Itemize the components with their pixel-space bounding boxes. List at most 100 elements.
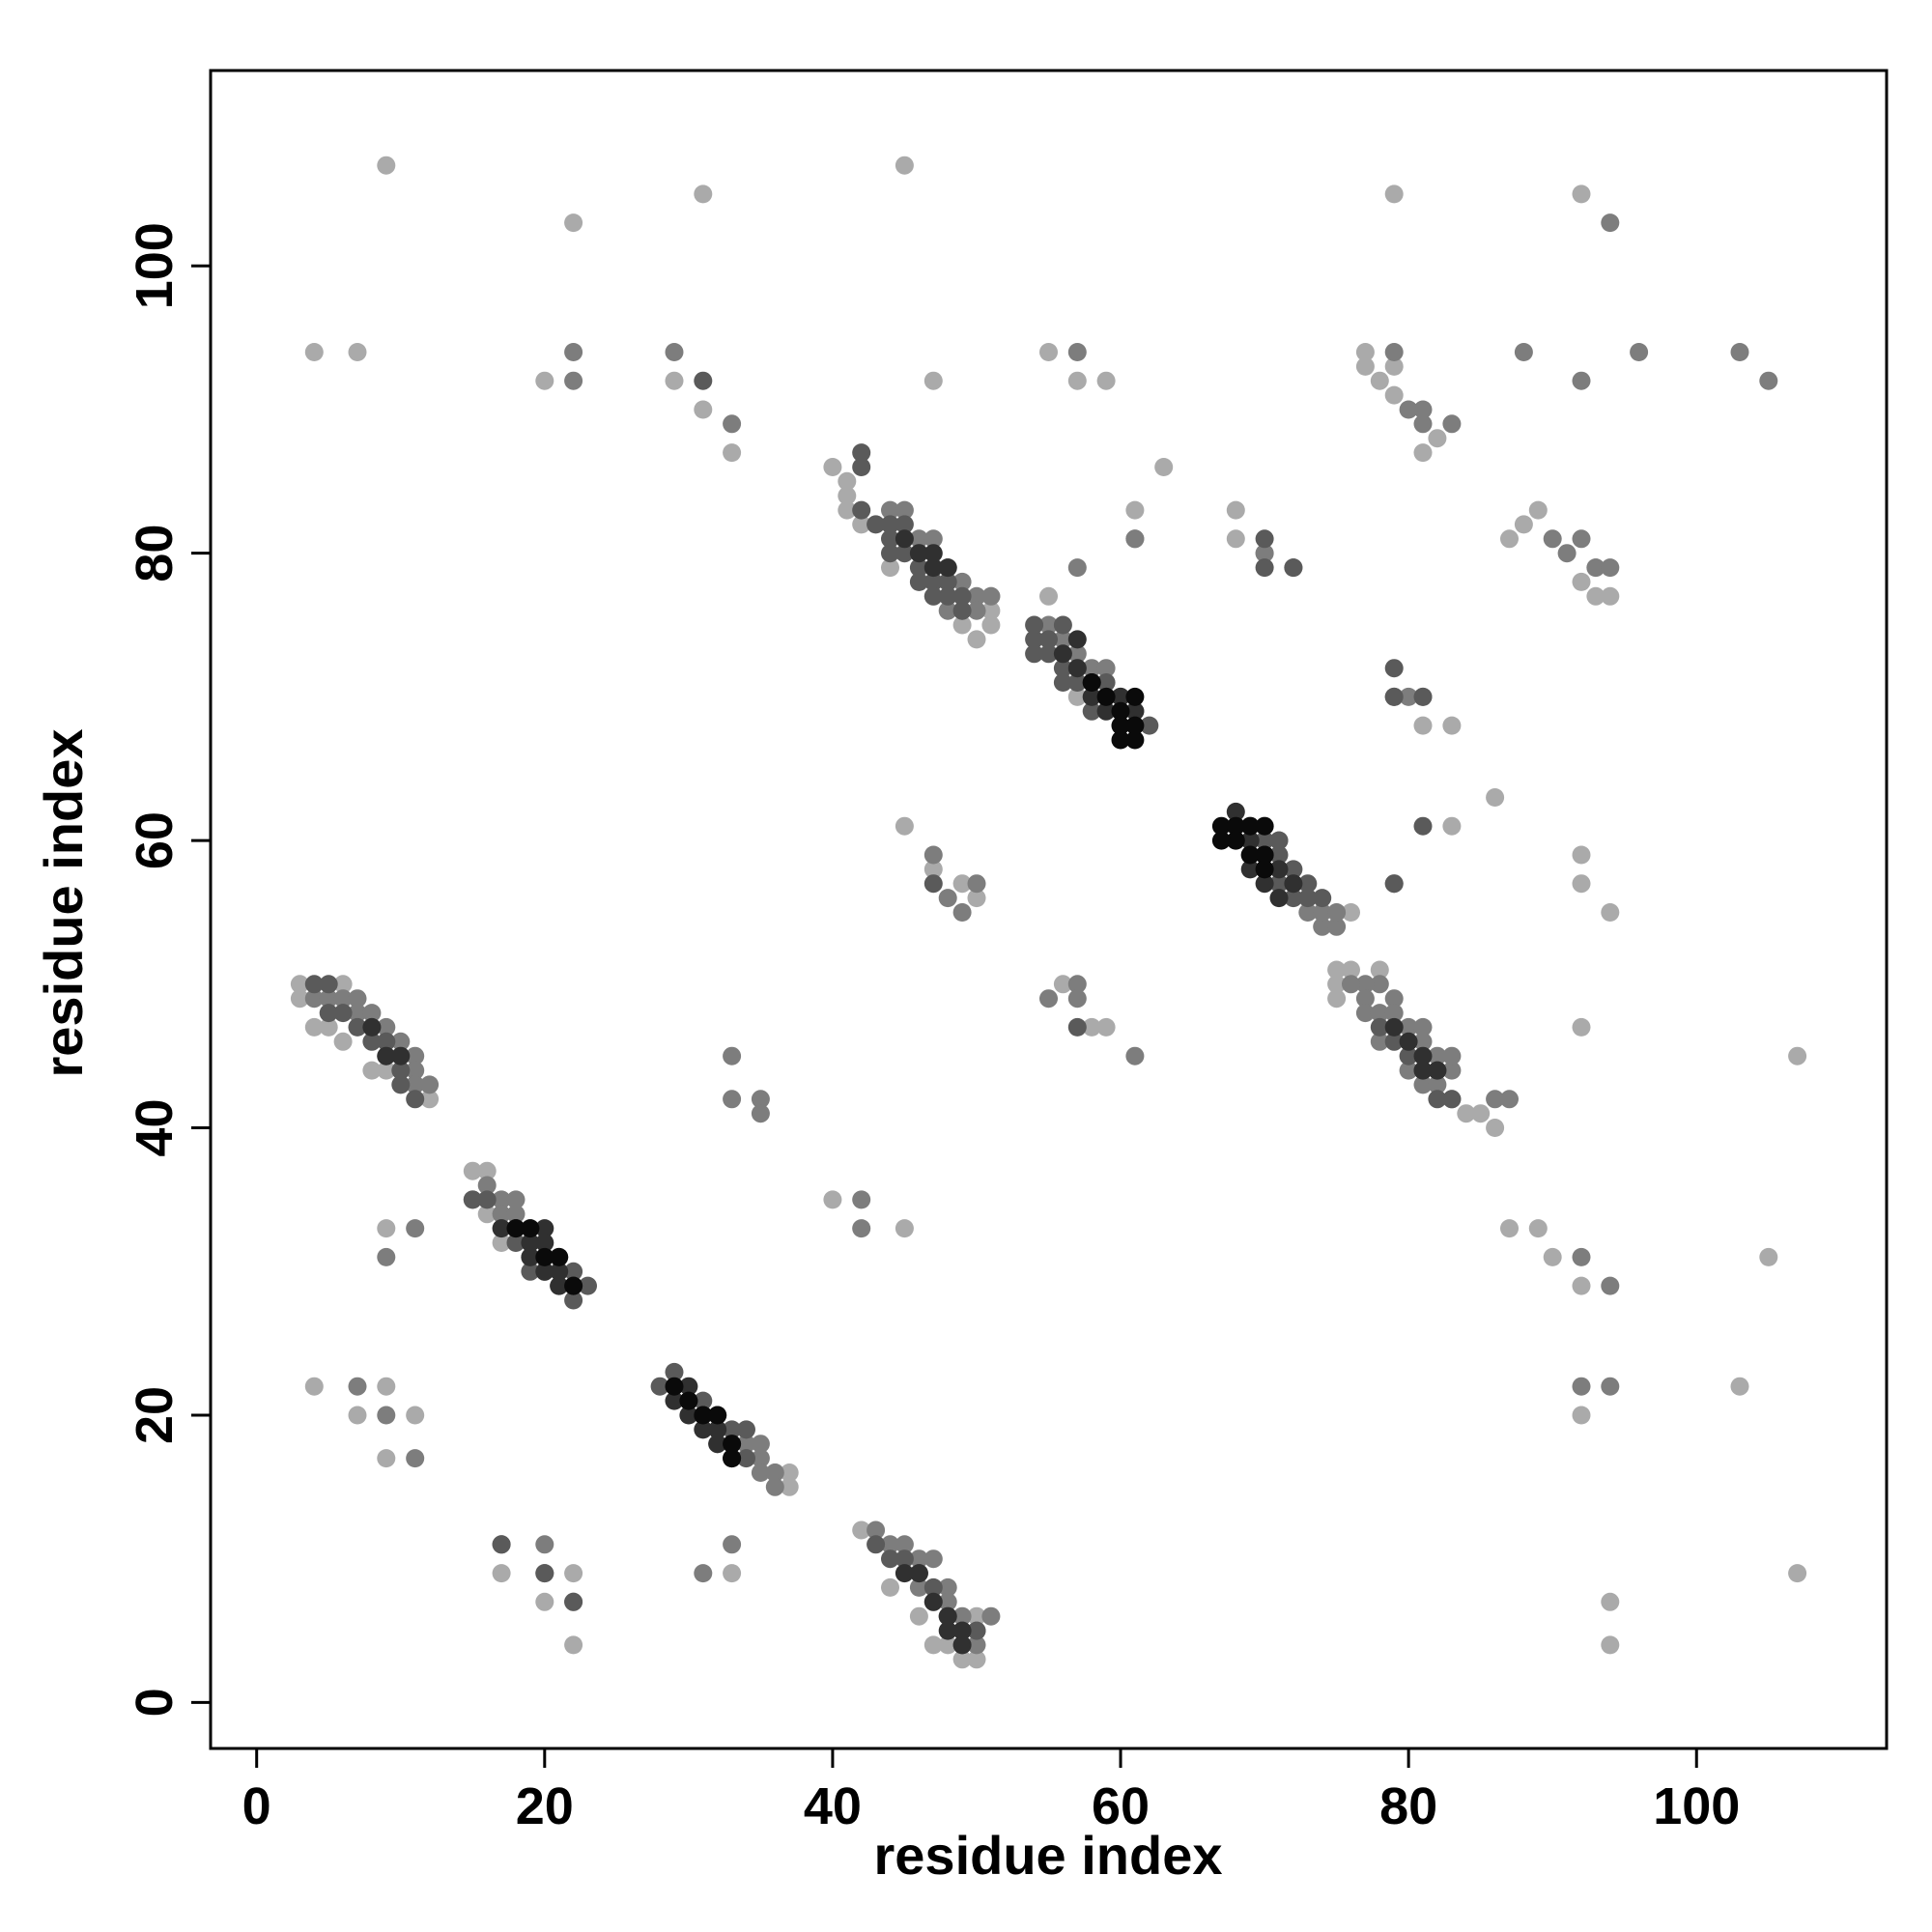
contact-point (1370, 960, 1389, 980)
contact-point (1355, 356, 1375, 376)
contact-point (1226, 831, 1245, 850)
contact-point (1125, 500, 1145, 520)
contact-point (1342, 975, 1360, 994)
contact-point (838, 471, 857, 491)
contact-point (304, 975, 324, 994)
contact-point (938, 601, 957, 620)
contact-point (1413, 443, 1433, 463)
contact-point (1053, 630, 1072, 649)
contact-point (1039, 615, 1058, 635)
y-tick-label: 60 (126, 811, 184, 869)
contact-point (1039, 343, 1058, 361)
contact-point (1111, 687, 1130, 706)
contact-point (1399, 400, 1418, 419)
contact-point (1428, 1046, 1447, 1065)
contact-point (1039, 644, 1058, 664)
contact-point (1500, 1219, 1519, 1238)
contact-point (694, 1391, 713, 1410)
contact-point (1543, 1247, 1562, 1266)
contact-point (938, 889, 957, 908)
contact-point (1370, 1017, 1389, 1037)
contact-point (938, 1635, 957, 1655)
contact-point (333, 989, 353, 1009)
contact-point (564, 1635, 583, 1655)
contact-point (377, 156, 396, 175)
contact-point (867, 515, 886, 534)
contact-point (694, 1564, 713, 1583)
contact-point (751, 1463, 770, 1482)
contact-point (967, 889, 986, 908)
contact-point (1154, 458, 1174, 476)
contact-point (923, 845, 943, 865)
contact-point (1082, 673, 1101, 692)
contact-point (765, 1477, 784, 1496)
contact-point (319, 1017, 338, 1037)
y-tick-label: 40 (126, 1099, 184, 1157)
contact-point (665, 1391, 684, 1410)
contact-point (952, 1621, 972, 1640)
contact-point (1586, 558, 1605, 578)
contact-point (1384, 343, 1404, 361)
contact-point (535, 371, 554, 390)
contact-point (723, 414, 742, 434)
contact-point (881, 544, 899, 563)
contact-point (723, 443, 742, 463)
contact-point (1413, 1032, 1433, 1051)
contact-point (665, 1377, 684, 1396)
contact-point (535, 1564, 554, 1583)
contact-point (1601, 903, 1620, 922)
contact-point (1370, 1004, 1389, 1023)
contact-point (492, 1564, 511, 1583)
contact-point (377, 1219, 396, 1238)
x-tick-label: 0 (242, 1777, 271, 1835)
contact-point (406, 1061, 425, 1080)
contact-point (1025, 644, 1044, 664)
contact-point (1255, 874, 1274, 894)
contact-point (1240, 860, 1260, 879)
contact-point (665, 1362, 684, 1381)
contact-point (1601, 586, 1620, 606)
contact-point (694, 400, 713, 419)
contact-point (967, 1635, 986, 1655)
y-axis: 0 20 40 60 80 100 (126, 222, 213, 1717)
contact-point (909, 529, 928, 549)
contact-point (650, 1377, 669, 1396)
contact-point (780, 1463, 799, 1482)
contact-point (938, 558, 957, 578)
contact-point (952, 1650, 972, 1669)
contact-point (723, 1435, 742, 1454)
contact-point (362, 1017, 382, 1037)
contact-point (723, 1449, 742, 1468)
contact-point (492, 1535, 511, 1554)
contact-point (1342, 960, 1360, 980)
contact-point (564, 213, 583, 233)
contact-point (377, 1046, 396, 1065)
contact-point (362, 1004, 382, 1023)
contact-point (1730, 1377, 1749, 1396)
contact-point (895, 1564, 914, 1583)
contact-point (952, 903, 972, 922)
contact-point (1240, 816, 1260, 836)
y-tick-label: 20 (126, 1386, 184, 1444)
contact-point (362, 1061, 382, 1080)
contact-point (909, 572, 928, 591)
contact-point (923, 544, 943, 563)
contact-point (1053, 673, 1072, 692)
contact-point (521, 1219, 540, 1238)
contact-point (780, 1477, 799, 1496)
contact-point (1125, 529, 1145, 549)
contact-point (694, 1420, 713, 1439)
contact-point (506, 1190, 526, 1209)
contact-point (463, 1190, 482, 1209)
contact-point (1413, 1046, 1433, 1065)
contact-point (923, 1592, 943, 1611)
contact-point (952, 1635, 972, 1655)
contact-point (377, 1032, 396, 1051)
contact-point (737, 1420, 755, 1439)
contact-point (1413, 1017, 1433, 1037)
contact-point (348, 989, 367, 1009)
contact-point (1370, 1032, 1389, 1051)
contact-point (938, 1621, 957, 1640)
contact-point (1255, 816, 1274, 836)
contact-point (391, 1046, 411, 1065)
